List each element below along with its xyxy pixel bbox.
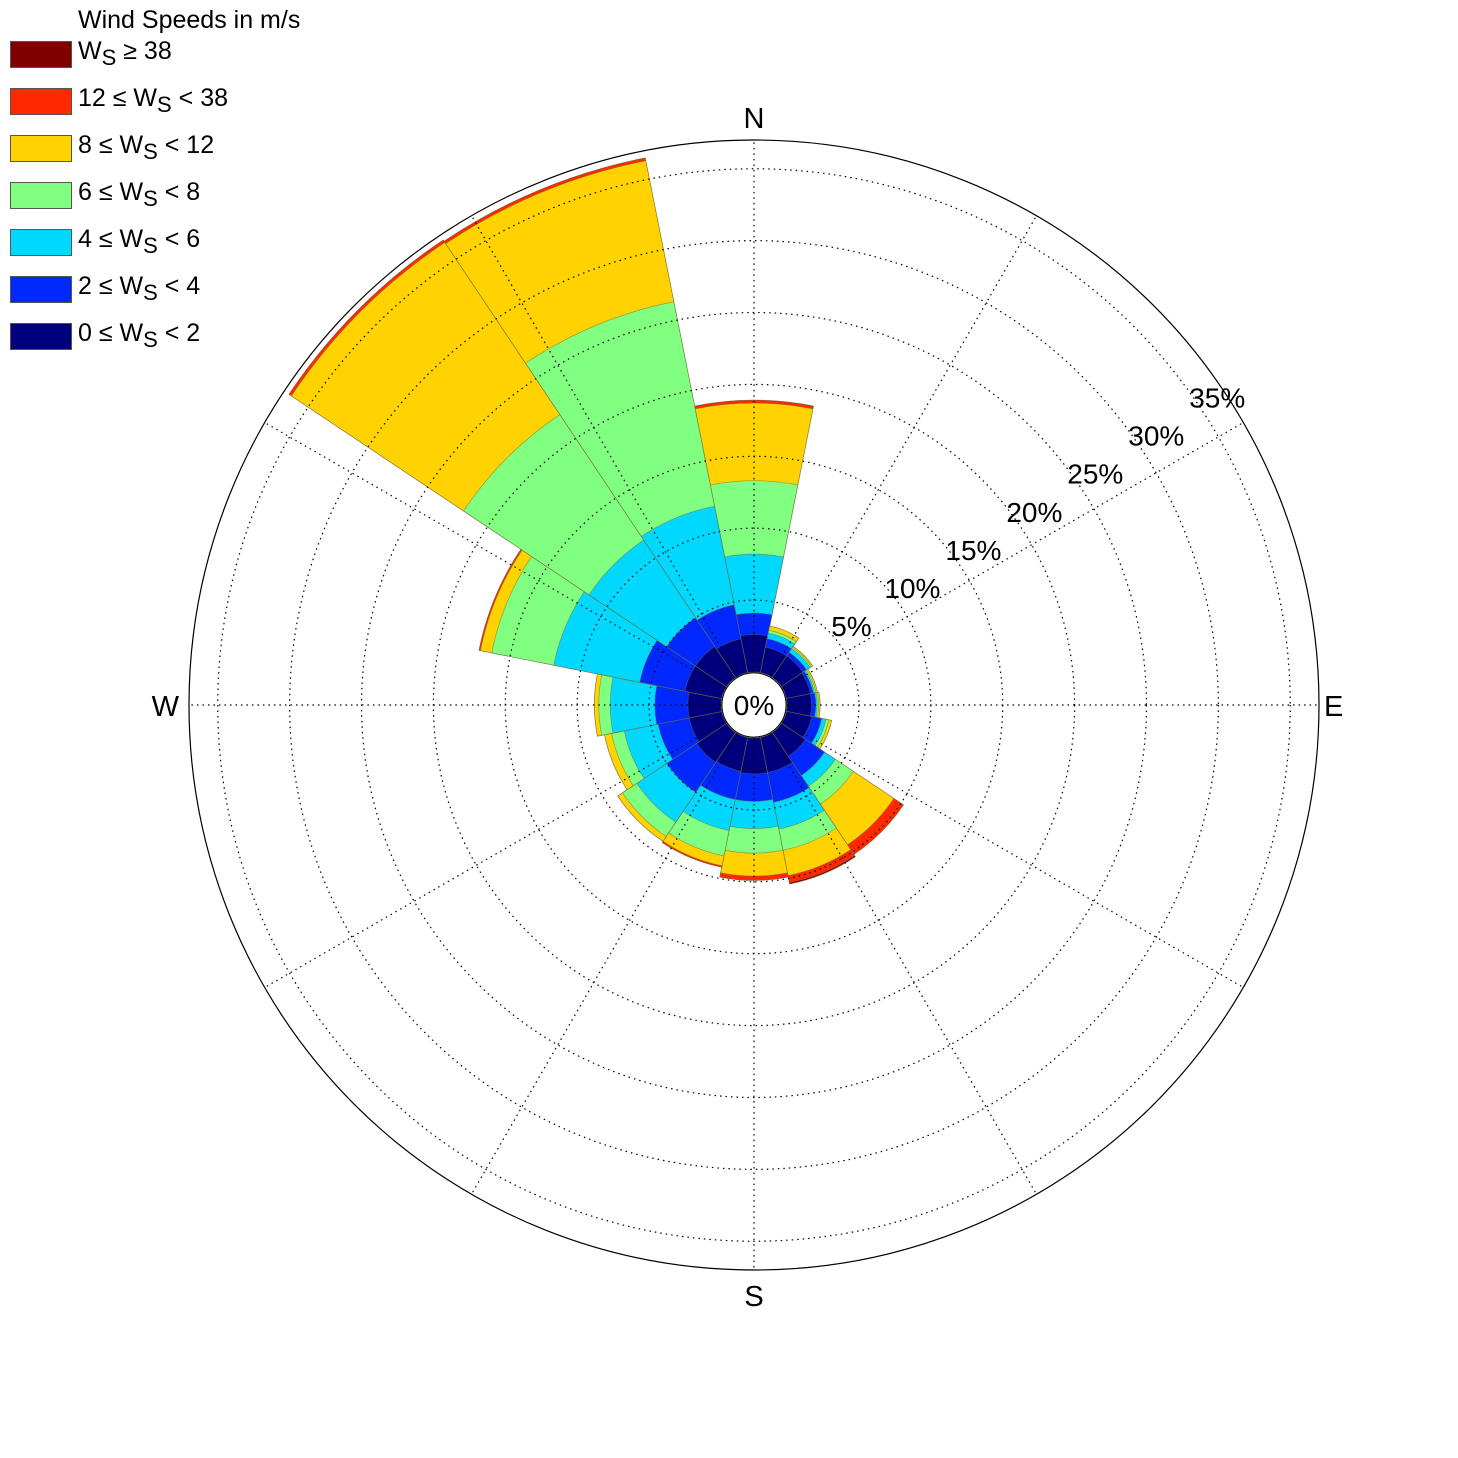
grid-spoke-330 bbox=[470, 215, 738, 677]
grid-ring-35 bbox=[217, 168, 1291, 1242]
legend-swatch bbox=[10, 229, 72, 256]
center-label: 0% bbox=[734, 690, 774, 721]
legend-label: 8 ≤ WS < 12 bbox=[78, 131, 215, 164]
radial-tick-label: 25% bbox=[1067, 459, 1123, 490]
legend-entry: 2 ≤ WS < 4 bbox=[8, 272, 300, 319]
legend-swatch bbox=[10, 88, 72, 115]
legend: Wind Speeds in m/s WS ≥ 38 12 ≤ WS < 38 8 … bbox=[8, 6, 300, 366]
legend-label: 4 ≤ WS < 6 bbox=[78, 225, 201, 258]
radial-tick-label: 15% bbox=[945, 535, 1001, 566]
grid-spoke-300 bbox=[264, 421, 726, 689]
grid-spoke-60 bbox=[782, 421, 1244, 689]
legend-entries: WS ≥ 38 12 ≤ WS < 38 8 ≤ WS < 12 6 ≤ WS < 8… bbox=[8, 37, 300, 366]
legend-entry: 6 ≤ WS < 8 bbox=[8, 178, 300, 225]
compass-label-w: W bbox=[152, 691, 180, 723]
wind-rose-petals bbox=[288, 157, 904, 885]
legend-entry: 4 ≤ WS < 6 bbox=[8, 225, 300, 272]
legend-title: Wind Speeds in m/s bbox=[78, 6, 301, 34]
legend-swatch bbox=[10, 41, 72, 68]
legend-label: 2 ≤ WS < 4 bbox=[78, 272, 201, 305]
compass-label-n: N bbox=[744, 103, 765, 135]
grid-ring-20 bbox=[432, 383, 1076, 1027]
radial-tick-label: 5% bbox=[831, 611, 871, 642]
grid-spoke-120 bbox=[782, 721, 1244, 989]
grid-ring-30 bbox=[289, 240, 1219, 1170]
legend-label: 0 ≤ WS < 2 bbox=[78, 319, 201, 352]
legend-entry: 8 ≤ WS < 12 bbox=[8, 131, 300, 178]
grid-ring-25 bbox=[360, 311, 1148, 1099]
petal-nnw-bin-0 bbox=[715, 638, 748, 678]
grid-spoke-210 bbox=[470, 733, 738, 1195]
legend-label: WS ≥ 38 bbox=[78, 37, 172, 70]
legend-entry: 0 ≤ WS < 2 bbox=[8, 319, 300, 366]
legend-entry: 12 ≤ WS < 38 bbox=[8, 84, 300, 131]
legend-swatch bbox=[10, 276, 72, 303]
polar-grid bbox=[188, 139, 1320, 1271]
grid-spoke-150 bbox=[770, 733, 1038, 1195]
legend-entry: WS ≥ 38 bbox=[8, 37, 300, 84]
grid-spoke-30 bbox=[770, 215, 1038, 677]
outer-circle bbox=[188, 139, 1320, 1271]
radial-tick-label: 10% bbox=[884, 573, 940, 604]
radial-tick-label: 35% bbox=[1189, 383, 1245, 414]
compass-label-s: S bbox=[744, 1281, 763, 1313]
compass-label-e: E bbox=[1324, 691, 1343, 723]
legend-swatch bbox=[10, 182, 72, 209]
grid-spoke-240 bbox=[264, 721, 726, 989]
legend-label: 12 ≤ WS < 38 bbox=[78, 84, 229, 117]
radial-tick-label: 30% bbox=[1128, 421, 1184, 452]
polar-labels: 5% 10%15%20%25%30%35% 0% N E S W bbox=[152, 103, 1344, 1313]
legend-swatch bbox=[10, 135, 72, 162]
center-circle bbox=[721, 672, 787, 738]
legend-swatch bbox=[10, 323, 72, 350]
legend-label: 6 ≤ WS < 8 bbox=[78, 178, 201, 211]
radial-tick-label: 20% bbox=[1006, 497, 1062, 528]
